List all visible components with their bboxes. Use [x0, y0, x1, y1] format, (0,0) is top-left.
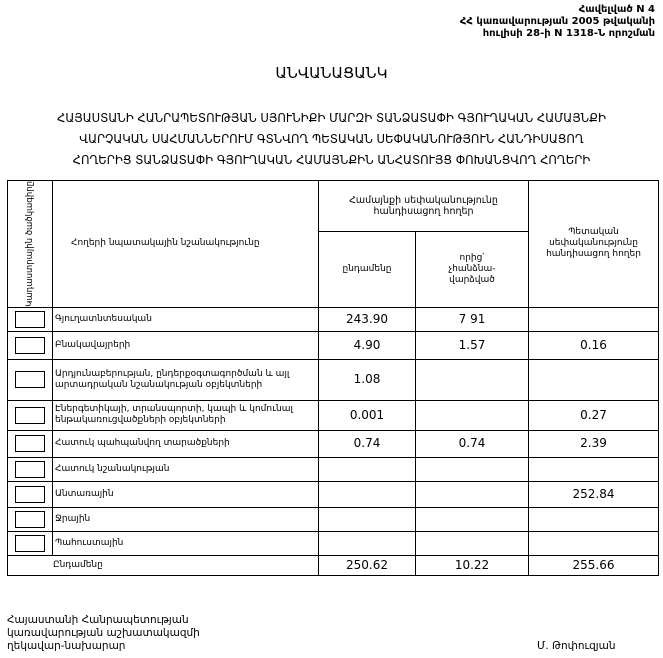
purpose-cell: Գյուղատնտեսական [52, 306, 319, 332]
code-box [15, 310, 45, 328]
footer-position: Հայաստանի Հանրապետության կառավարության ա… [7, 614, 200, 653]
code-cell [7, 330, 53, 360]
state-cell: 0.16 [528, 330, 659, 360]
code-box [15, 336, 45, 354]
table-row: Բնակավայրերի 4.90 1.57 0.16 [7, 330, 659, 360]
of-which-cell: 0.74 [415, 429, 529, 458]
code-cell [7, 358, 53, 401]
total-cell [318, 506, 416, 532]
code-box [15, 485, 45, 503]
state-cell [528, 530, 659, 556]
totals-state: 255.66 [528, 554, 659, 576]
of-which-cell [415, 530, 529, 556]
purpose-cell: Արդյունաբերության, ընդերքօգտագործման և ա… [52, 358, 319, 401]
subtitle-line: ՀՈՂԵՐԻՑ ՏԱՆՁԱՏԱՓԻ ԳՅՈՒՂԱԿԱՆ ՀԱՄԱՅՆՔԻՆ ԱՆ… [72, 152, 591, 167]
code-cell [7, 456, 53, 482]
purpose-cell: Հատուկ նշանակության [52, 456, 319, 482]
header-community: Համայնքի սեփականությունը հանդիսացող հողե… [318, 180, 529, 232]
footer-line: ղեկավար-նախարար [7, 640, 126, 652]
table-row: Պահուստային [7, 530, 659, 556]
total-cell [318, 480, 416, 508]
subtitle-line: ՎԱՐՉԱԿԱՆ ՍԱՀՄԱՆՆԵՐՈՒՄ ԳՏՆՎՈՂ ՊԵՏԱԿԱՆ ՍԵՓ… [79, 131, 584, 146]
signatory-name: Մ. Թոփուզյան [537, 640, 616, 652]
purpose-cell: Բնակավայրերի [52, 330, 319, 360]
code-box [15, 510, 45, 528]
header-code: Կադաստրային ծածկագիրը [7, 180, 53, 308]
purpose-cell: Անտառային [52, 480, 319, 508]
decree-date: հուլիսի 28-ի N 1318-Ն որոշման [482, 28, 655, 39]
state-cell: 0.27 [528, 399, 659, 431]
document-title: ԱՆՎԱՆԱՑԱՆԿ [275, 64, 388, 82]
code-cell [7, 506, 53, 532]
state-cell [528, 358, 659, 401]
of-which-cell: 7 91 [415, 306, 529, 332]
footer-line: կառավարության աշխատակազմի [7, 627, 200, 639]
state-cell [528, 506, 659, 532]
code-box [15, 406, 45, 424]
totals-of-which: 10.22 [415, 554, 529, 576]
total-cell [318, 530, 416, 556]
of-which-cell [415, 399, 529, 431]
decree-line: ՀՀ կառավարության 2005 թվականի [459, 16, 655, 27]
state-cell [528, 456, 659, 482]
appendix-number: Հավելված N 4 [578, 4, 655, 15]
header-code-text: Կադաստրային ծածկագիրը [24, 181, 35, 307]
header-of-which: որից՝ չհանձնա-վարձված [415, 230, 529, 308]
purpose-cell: Էներգետիկայի, տրանսպորտի, կապի և կոմունա… [52, 399, 319, 431]
header-purpose: Հողերի նպատակային նշանակությունը [52, 180, 319, 308]
appendix-header: Հավելված N 4 ՀՀ կառավարության 2005 թվակա… [460, 4, 655, 40]
state-cell: 2.39 [528, 429, 659, 458]
of-which-cell: 1.57 [415, 330, 529, 360]
table-row: Ջրային [7, 506, 659, 532]
table-row: Էներգետիկայի, տրանսպորտի, կապի և կոմունա… [7, 399, 659, 431]
of-which-cell [415, 506, 529, 532]
total-cell [318, 456, 416, 482]
document-subtitle: ՀԱՅԱՍՏԱՆԻ ՀԱՆՐԱՊԵՏՈՒԹՅԱՆ ՍՅՈՒՆԻՔԻ ՄԱՐԶԻ … [23, 107, 640, 170]
table-row: Հատուկ պահպանվող տարածքների 0.74 0.74 2.… [7, 429, 659, 458]
purpose-cell: Հատուկ պահպանվող տարածքների [52, 429, 319, 458]
total-cell: 1.08 [318, 358, 416, 401]
totals-row: Ընդամենը 250.62 10.22 255.66 [7, 554, 659, 576]
code-box [15, 534, 45, 552]
code-box [15, 460, 45, 478]
total-cell: 0.001 [318, 399, 416, 431]
total-cell: 0.74 [318, 429, 416, 458]
subtitle-line: ՀԱՅԱՍՏԱՆԻ ՀԱՆՐԱՊԵՏՈՒԹՅԱՆ ՍՅՈՒՆԻՔԻ ՄԱՐԶԻ … [57, 110, 606, 125]
table-row: Անտառային 252.84 [7, 480, 659, 508]
state-cell: 252.84 [528, 480, 659, 508]
code-box [15, 371, 45, 389]
code-cell [7, 429, 53, 458]
table-row: Հատուկ նշանակության [7, 456, 659, 482]
of-which-cell [415, 456, 529, 482]
totals-total: 250.62 [318, 554, 416, 576]
total-cell: 243.90 [318, 306, 416, 332]
land-table: Կադաստրային ծածկագիրը Հողերի նպատակային … [7, 180, 659, 576]
code-cell [7, 530, 53, 556]
header-state: Պետական սեփականությունը հանդիսացող հողեր [528, 180, 659, 308]
totals-label: Ընդամենը [7, 554, 319, 576]
code-cell [7, 399, 53, 431]
state-cell [528, 306, 659, 332]
table-row: Գյուղատնտեսական 243.90 7 91 [7, 306, 659, 332]
code-cell [7, 480, 53, 508]
total-cell: 4.90 [318, 330, 416, 360]
of-which-cell [415, 480, 529, 508]
code-box [15, 435, 45, 453]
of-which-cell [415, 358, 529, 401]
purpose-cell: Պահուստային [52, 530, 319, 556]
footer-line: Հայաստանի Հանրապետության [7, 614, 189, 626]
table-row: Արդյունաբերության, ընդերքօգտագործման և ա… [7, 358, 659, 401]
code-cell [7, 306, 53, 332]
purpose-cell: Ջրային [52, 506, 319, 532]
header-total: ընդամենը [318, 230, 416, 308]
